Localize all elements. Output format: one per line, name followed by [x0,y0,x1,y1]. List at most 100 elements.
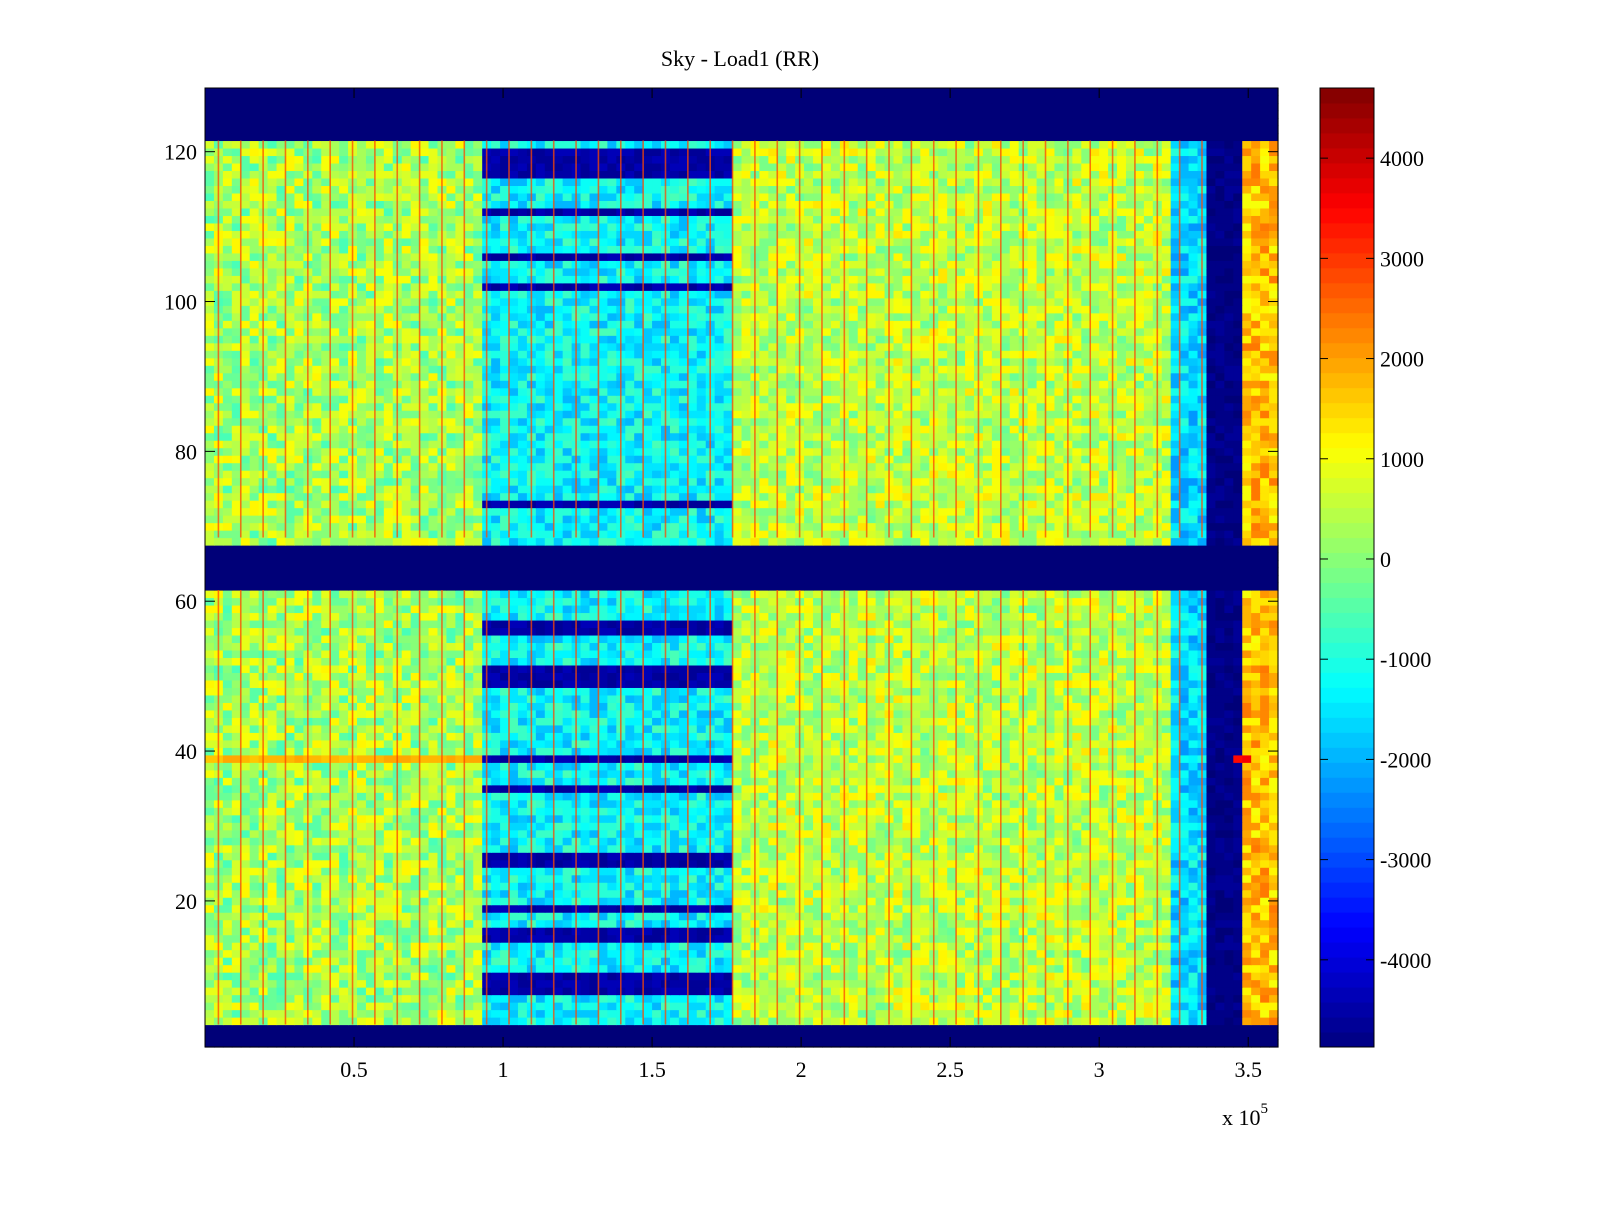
heatmap-cell [1072,754,1082,763]
heatmap-cell [813,979,823,988]
heatmap-cell [455,814,465,823]
heatmap-cell [419,987,430,996]
heatmap-cell [580,859,591,868]
heatmap-cell [732,957,743,966]
heatmap-cell [1161,747,1172,756]
heatmap-cell [1170,979,1181,988]
heatmap-cell [875,882,886,891]
heatmap-cell [821,927,832,936]
heatmap-cell [1224,1002,1234,1011]
heatmap-cell [866,972,877,981]
heatmap-cell [678,972,689,981]
heatmap-cell [1206,927,1217,936]
heatmap-cell [473,1017,483,1026]
heatmap-cell [1179,987,1190,996]
heatmap-cell [786,814,796,823]
heatmap-cell [732,822,743,831]
heatmap-cell [1242,1024,1252,1033]
heatmap-cell [428,859,439,868]
heatmap-cell [357,1002,367,1011]
heatmap-cell [339,927,349,936]
heatmap-cell [419,882,430,891]
heatmap-cell [804,814,814,823]
heatmap-cell [1179,1017,1190,1026]
heatmap-cell [982,927,993,936]
heatmap-cell [535,889,546,898]
heatmap-cell [535,1002,546,1011]
heatmap-cell [330,739,340,748]
heatmap-cell [365,1024,376,1033]
heatmap-cell [276,852,287,861]
heatmap-cell [857,837,868,846]
heatmap-cell [1170,964,1181,973]
heatmap-cell [634,1039,644,1048]
heatmap-cell [1027,859,1038,868]
heatmap-cell [553,769,564,778]
heatmap-cell [1099,792,1109,801]
heatmap-cell [866,739,877,748]
heatmap-cell [249,919,260,928]
heatmap-cell [687,897,698,906]
heatmap-cell [1027,949,1038,958]
heatmap-cell [1188,957,1199,966]
heatmap-cell [365,1039,376,1048]
heatmap-cell [1072,1017,1082,1026]
heatmap-cell [1036,927,1047,936]
heatmap-cell [544,874,555,883]
heatmap-cell [965,919,975,928]
heatmap-cell [535,792,546,801]
heatmap-cell [607,747,617,756]
heatmap-cell [777,1002,787,1011]
heatmap-cell [1090,1024,1100,1033]
heatmap-cell [249,837,260,846]
heatmap-cell [607,814,617,823]
heatmap-cell [339,882,349,891]
heatmap-cell [848,987,859,996]
heatmap-cell [1161,829,1172,838]
heatmap-cell [1081,837,1091,846]
heatmap-cell [848,964,859,973]
heatmap-cell [1081,882,1091,891]
heatmap-cell [1045,912,1056,921]
heatmap-cell [741,882,752,891]
heatmap-cell [857,1002,868,1011]
heatmap-cell [455,979,465,988]
heatmap-cell [1251,1039,1261,1048]
heatmap-cell [205,1009,215,1018]
heatmap-cell [589,844,600,853]
heatmap-cell [428,957,439,966]
heatmap-cell [222,889,233,898]
heatmap-cell [517,1032,528,1041]
heatmap-cell [553,844,564,853]
heatmap-cell [678,919,689,928]
heatmap-cell [607,777,617,786]
heatmap-cell [911,867,921,876]
heatmap-cell [643,777,653,786]
heatmap-cell [1242,762,1252,771]
heatmap-cell [580,837,591,846]
heatmap-cell [696,777,707,786]
heatmap-cell [589,904,600,913]
heatmap-cell [902,987,912,996]
heatmap-cell [365,867,376,876]
heatmap-cell [544,837,555,846]
heatmap-cell [1260,942,1270,951]
heatmap-cell [410,994,421,1003]
heatmap-cell [535,784,546,793]
heatmap-cell [643,994,653,1003]
heatmap-cell [875,987,886,996]
heatmap-cell [1161,799,1172,808]
heatmap-cell [1009,807,1020,816]
heatmap-cell [1090,859,1100,868]
heatmap-cell [1009,987,1020,996]
heatmap-cell [947,1002,957,1011]
heatmap-cell [661,1032,671,1041]
heatmap-cell [1161,987,1172,996]
heatmap-cell [509,964,519,973]
heatmap-cell [687,792,698,801]
heatmap-cell [321,822,331,831]
heatmap-cell [920,987,930,996]
heatmap-cell [687,769,698,778]
heatmap-cell [455,934,465,943]
heatmap-cell [607,882,617,891]
